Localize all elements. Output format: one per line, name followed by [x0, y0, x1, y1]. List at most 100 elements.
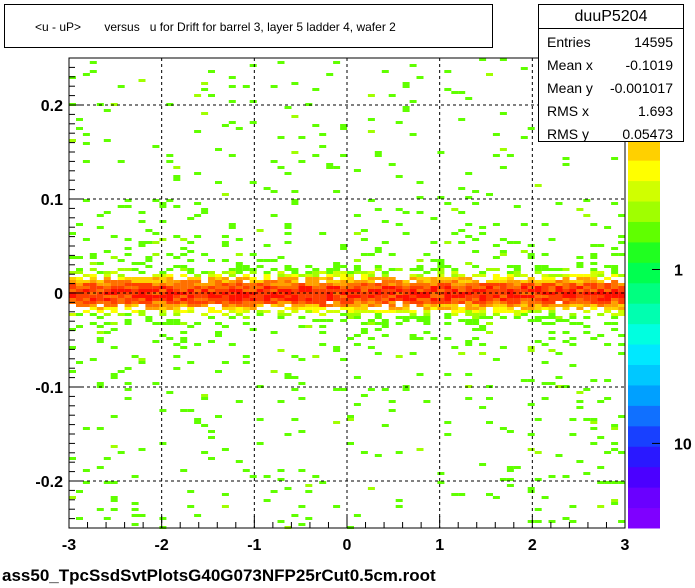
heatmap-cell: [367, 289, 375, 292]
heatmap-cell: [180, 298, 188, 301]
heatmap-cell: [340, 247, 348, 250]
heatmap-cell: [534, 271, 542, 274]
heatmap-cell: [541, 280, 549, 283]
heatmap-cell: [395, 499, 403, 502]
heatmap-cell: [604, 286, 612, 289]
heatmap-cell: [159, 238, 167, 241]
heatmap-cell: [103, 250, 111, 253]
heatmap-cell: [541, 322, 549, 325]
heatmap-cell: [208, 340, 215, 343]
heatmap-cell: [548, 274, 556, 277]
heatmap-cell: [89, 256, 97, 259]
heatmap-cell: [291, 280, 299, 283]
heatmap-cell: [284, 289, 292, 292]
heatmap-cell: [347, 292, 354, 295]
heatmap-cell: [69, 328, 76, 331]
heatmap-cell: [145, 307, 153, 310]
heatmap-cell: [492, 244, 500, 247]
heatmap-cell: [562, 304, 570, 307]
heatmap-cell: [305, 301, 313, 304]
heatmap-cell: [597, 313, 605, 316]
heatmap-cell: [353, 283, 361, 286]
heatmap-cell: [479, 352, 487, 355]
heatmap-cell: [124, 295, 132, 298]
heatmap-cell: [569, 520, 577, 523]
heatmap-cell: [604, 295, 612, 298]
heatmap-cell: [409, 313, 417, 316]
heatmap-cell: [263, 271, 271, 274]
heatmap-cell: [437, 295, 445, 298]
heatmap-cell: [208, 283, 215, 286]
heatmap-cell: [82, 286, 90, 289]
heatmap-cell: [117, 268, 125, 271]
heatmap-cell: [76, 295, 83, 298]
heatmap-cell: [437, 265, 445, 268]
heatmap-cell: [194, 280, 202, 283]
heatmap-cell: [388, 283, 396, 286]
heatmap-cell: [117, 283, 125, 286]
heatmap-cell: [492, 280, 500, 283]
heatmap-cell: [451, 286, 459, 289]
heatmap-cell: [583, 283, 591, 286]
heatmap-cell: [319, 313, 327, 316]
heatmap-cell: [69, 496, 76, 499]
heatmap-cell: [597, 334, 605, 337]
heatmap-cell: [138, 262, 146, 265]
heatmap-cell: [479, 226, 487, 229]
heatmap-cell: [576, 304, 584, 307]
heatmap-cell: [249, 304, 257, 307]
heatmap-cell: [145, 265, 153, 268]
heatmap-cell: [353, 376, 361, 379]
heatmap-cell: [347, 295, 354, 298]
heatmap-cell: [444, 88, 452, 91]
heatmap-cell: [242, 316, 250, 319]
heatmap-cell: [221, 271, 229, 274]
heatmap-cell: [284, 433, 292, 436]
heatmap-cell: [451, 280, 459, 283]
heatmap-cell: [159, 442, 167, 445]
heatmap-cell: [562, 280, 570, 283]
heatmap-cell: [249, 271, 257, 274]
heatmap-cell: [333, 286, 341, 289]
heatmap-cell: [235, 280, 243, 283]
heatmap-cell: [131, 304, 139, 307]
heatmap-cell: [381, 277, 389, 280]
heatmap-cell: [208, 301, 215, 304]
heatmap-cell: [548, 349, 556, 352]
heatmap-cell: [618, 235, 626, 238]
heatmap-cell: [409, 310, 417, 313]
heatmap-cell: [520, 250, 528, 253]
heatmap-cell: [388, 280, 396, 283]
heatmap-cell: [201, 397, 209, 400]
heatmap-cell: [201, 271, 209, 274]
heatmap-cell: [590, 304, 598, 307]
heatmap-cell: [451, 493, 459, 496]
heatmap-cell: [194, 277, 202, 280]
heatmap-cell: [506, 478, 514, 481]
stats-row-rms-x: RMS x 1.693: [547, 100, 673, 122]
heatmap-cell: [166, 160, 174, 163]
heatmap-cell: [284, 295, 292, 298]
heatmap-cell: [360, 277, 368, 280]
heatmap-cell: [201, 301, 209, 304]
heatmap-cell: [527, 490, 535, 493]
heatmap-cell: [152, 295, 160, 298]
heatmap-cell: [180, 304, 188, 307]
heatmap-cell: [326, 163, 334, 166]
heatmap-cell: [527, 289, 535, 292]
heatmap-cell: [465, 223, 473, 226]
heatmap-cell: [597, 505, 605, 508]
heatmap-cell: [492, 268, 500, 271]
heatmap-cell: [465, 289, 473, 292]
heatmap-cell: [242, 277, 250, 280]
heatmap-cell: [548, 316, 556, 319]
heatmap-cell: [333, 304, 341, 307]
heatmap-cell: [82, 469, 90, 472]
heatmap-cell: [242, 298, 250, 301]
heatmap-cell: [201, 313, 209, 316]
heatmap-cell: [353, 307, 361, 310]
heatmap-cell: [465, 322, 473, 325]
heatmap-cell: [534, 283, 542, 286]
heatmap-cell: [319, 271, 327, 274]
heatmap-cell: [187, 325, 195, 328]
